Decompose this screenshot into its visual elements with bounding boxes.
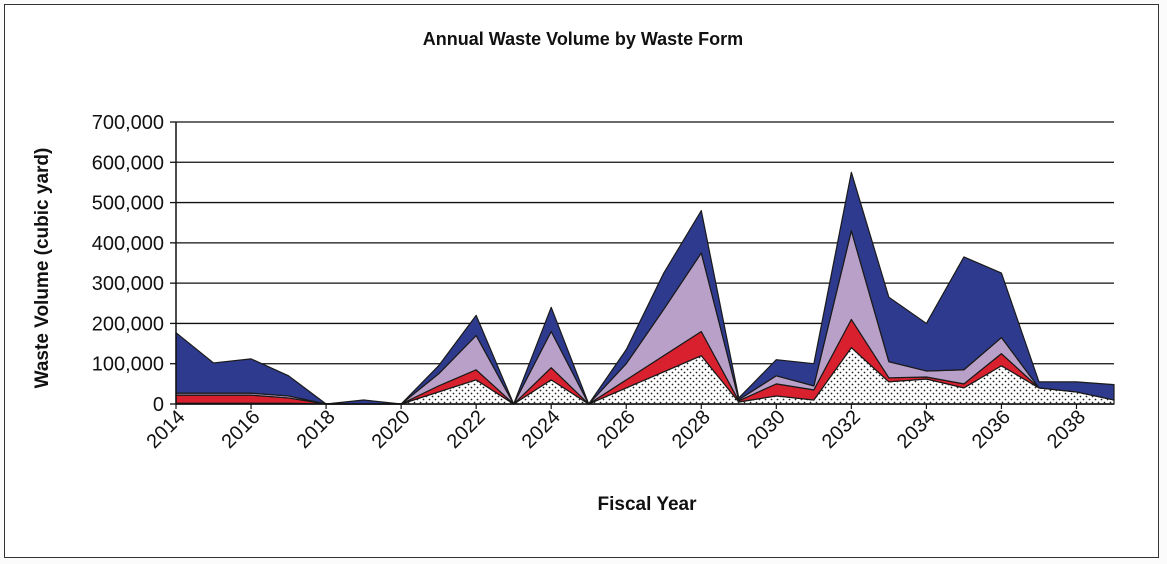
chart-svg: Annual Waste Volume by Waste Form 0 100,0… xyxy=(32,29,1115,515)
y-tick-label: 100,000 xyxy=(92,354,164,376)
chart-frame: Annual Waste Volume by Waste Form 0 100,0… xyxy=(4,4,1159,558)
y-tick-label: 500,000 xyxy=(92,193,164,215)
x-tick-label: 2020 xyxy=(368,406,415,453)
chart-title: Annual Waste Volume by Waste Form xyxy=(423,29,743,49)
y-tick-labels: 0 100,000 200,000 300,000 400,000 500,000 600,… xyxy=(92,112,164,416)
x-tick-label: 2014 xyxy=(143,406,190,453)
y-tick-label: 600,000 xyxy=(92,152,164,174)
x-tick-label: 2028 xyxy=(668,406,715,453)
area-series-group xyxy=(175,171,1115,405)
x-axis-title: Fiscal Year xyxy=(598,494,698,515)
area-series-4 xyxy=(175,171,1115,405)
x-tick-label: 2036 xyxy=(968,406,1015,453)
y-tick-label: 400,000 xyxy=(92,233,164,255)
x-tick-labels: 2014 2016 2018 2020 2022 2024 2026 2028 2030 2032… xyxy=(143,406,1091,453)
y-tick-label: 300,000 xyxy=(92,273,164,295)
x-tick-label: 2016 xyxy=(218,406,265,453)
x-tick-label: 2030 xyxy=(743,406,790,453)
y-tick-label: 0 xyxy=(153,394,164,416)
x-tick-label: 2032 xyxy=(818,406,865,453)
x-tick-label: 2026 xyxy=(593,406,640,453)
axes xyxy=(175,122,1114,409)
y-axis-title: Waste Volume (cubic yard) xyxy=(32,148,53,389)
y-tick-label: 200,000 xyxy=(92,313,164,335)
y-tick-label: 700,000 xyxy=(92,112,164,134)
x-tick-label: 2022 xyxy=(443,406,490,453)
x-tick-label: 2038 xyxy=(1043,406,1090,453)
x-tick-label: 2024 xyxy=(518,406,565,453)
x-tick-label: 2034 xyxy=(893,406,940,453)
x-tick-label: 2018 xyxy=(293,406,340,453)
